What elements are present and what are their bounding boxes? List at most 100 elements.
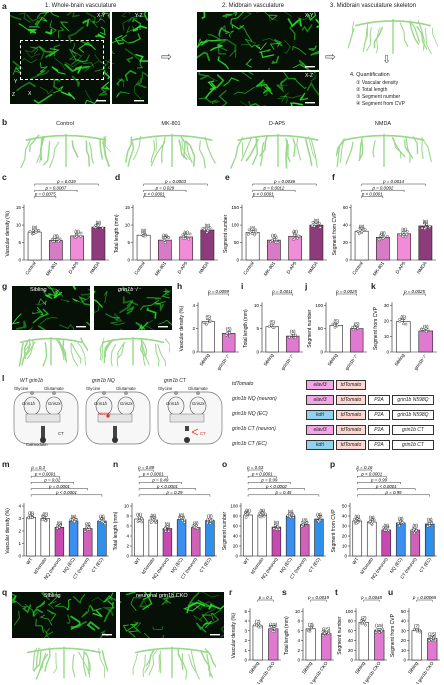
data-point xyxy=(271,326,275,329)
n-label: (15) xyxy=(269,622,278,627)
y-tick-label: 5 xyxy=(18,240,21,245)
vessel-texture xyxy=(94,286,172,330)
skeleton-branch xyxy=(186,140,193,164)
data-point xyxy=(270,324,273,327)
y-tick-label: 20 xyxy=(233,544,239,549)
vessel-stroke xyxy=(315,18,319,29)
panel-letter-f: f xyxy=(332,172,335,182)
vessel-stroke xyxy=(103,606,115,623)
vessel-stroke xyxy=(53,289,61,296)
n-label: (8) xyxy=(412,523,418,528)
x-tick-label: Sibling xyxy=(248,660,260,675)
skeleton-branch xyxy=(102,141,110,167)
vessel-stroke xyxy=(128,33,142,44)
vessel-stroke xyxy=(107,14,110,19)
p-value-label: p = 0.1 xyxy=(258,595,273,600)
p-value-bracket xyxy=(361,196,384,199)
vessel-stroke xyxy=(130,622,139,626)
y-tick-label: 60 xyxy=(348,628,354,633)
vessel-stroke xyxy=(24,49,41,58)
data-point xyxy=(44,519,47,523)
y-tick-label: 100 xyxy=(231,223,239,228)
p-value-label: p = 0.89 xyxy=(137,465,155,470)
data-point xyxy=(321,634,325,637)
data-point xyxy=(51,240,55,243)
data-point xyxy=(412,628,416,631)
n-label: (8) xyxy=(71,514,77,519)
n-label: (8) xyxy=(354,514,360,519)
y-tick-label: 0 xyxy=(126,554,129,559)
vessel-stroke xyxy=(74,65,83,74)
vessel-stroke xyxy=(26,14,43,22)
n-label: (8) xyxy=(32,225,38,230)
data-point xyxy=(59,523,62,527)
bar xyxy=(40,518,50,557)
vessel-stroke xyxy=(40,592,50,601)
vessel-stroke xyxy=(92,18,102,28)
vessel-stroke xyxy=(277,92,289,100)
data-point xyxy=(375,628,378,632)
vessel-stroke xyxy=(42,288,52,297)
data-point xyxy=(56,236,59,240)
vessel-stroke xyxy=(146,307,157,319)
y-tick-label: 30 xyxy=(384,303,390,308)
vessel-stroke xyxy=(122,296,138,306)
vessel-stroke xyxy=(242,12,252,20)
skeleton-branch xyxy=(158,654,161,672)
vessel-stroke xyxy=(219,605,224,610)
n-label: (8) xyxy=(99,514,105,519)
data-point xyxy=(374,630,378,634)
skeleton-branch xyxy=(348,27,355,50)
vessel-stroke xyxy=(16,320,27,330)
vessel-stroke xyxy=(198,97,218,103)
vessel-stroke xyxy=(32,308,50,324)
vessel-stroke xyxy=(46,592,58,604)
y-tick-label: 1 xyxy=(244,648,247,653)
panel-letter-a: a xyxy=(2,1,7,11)
skeleton-branch xyxy=(78,651,90,675)
data-point xyxy=(244,516,248,519)
cell-title-ct: grin1b CT xyxy=(164,378,186,384)
vessel-stroke xyxy=(22,58,38,64)
bar xyxy=(305,628,316,661)
y-axis-label: Total length (mm) xyxy=(243,309,249,348)
p-value-label: p < 0.0001 xyxy=(156,484,178,489)
vessel-stroke xyxy=(207,34,222,42)
vessel-stroke xyxy=(112,59,115,64)
n-label: (7) xyxy=(414,624,420,629)
bar xyxy=(271,526,282,557)
data-point xyxy=(418,628,422,632)
skeleton-branch xyxy=(99,137,104,160)
skeleton-nmda xyxy=(336,133,432,168)
panel-letter-g: g xyxy=(2,281,8,291)
vessel-stroke xyxy=(197,42,202,49)
vessel-stroke xyxy=(43,12,60,18)
skeleton-branch xyxy=(161,136,166,164)
bar xyxy=(424,523,435,557)
cell-title-wt: WT grin1b xyxy=(20,378,44,384)
data-point xyxy=(103,522,107,526)
n-label: (8) xyxy=(314,218,320,223)
bar xyxy=(243,514,253,557)
vessel-stroke xyxy=(36,70,46,76)
n-label: (8) xyxy=(383,523,389,528)
panel-letter-o: o xyxy=(222,459,228,469)
bar xyxy=(257,514,267,557)
p-value-bracket xyxy=(30,475,60,478)
bar xyxy=(97,520,107,557)
data-point xyxy=(399,233,402,236)
data-point xyxy=(141,231,145,235)
data-point xyxy=(402,233,406,236)
data-point xyxy=(306,629,310,633)
data-point xyxy=(276,241,280,244)
y-tick-label: 0 xyxy=(18,554,21,559)
vessel-stroke xyxy=(225,30,234,38)
vessel-stroke xyxy=(259,48,271,54)
skeleton-branch xyxy=(178,139,188,160)
x-tick-label: Control xyxy=(133,261,146,276)
data-point xyxy=(423,227,427,231)
quant-title: 4. Quantification xyxy=(350,72,390,78)
y-tick-label: 60 xyxy=(343,205,349,210)
x-tick-label: Control xyxy=(351,261,364,276)
construct-part: tdTomato xyxy=(336,440,366,450)
